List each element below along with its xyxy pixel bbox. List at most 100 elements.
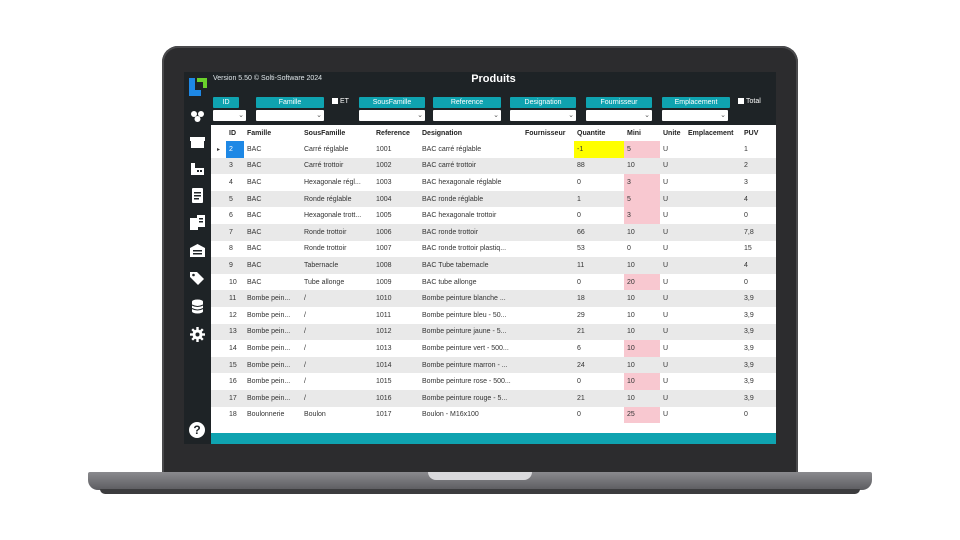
cell-reference[interactable]: 1014: [373, 356, 419, 374]
cell-emplacement[interactable]: [685, 190, 741, 208]
row-selector[interactable]: [211, 207, 226, 224]
cell-emplacement[interactable]: [685, 157, 741, 175]
cell-unite[interactable]: U: [660, 373, 685, 390]
cell-id[interactable]: 5: [226, 190, 244, 208]
filter-sousfamille-button[interactable]: SousFamille: [359, 97, 425, 108]
row-selector[interactable]: [211, 323, 226, 341]
cell-designation[interactable]: BAC tube allonge: [419, 273, 522, 291]
cell-emplacement[interactable]: [685, 174, 741, 191]
cell-fournisseur[interactable]: [522, 323, 574, 341]
filter-fournisseur-select[interactable]: ⌄: [586, 110, 652, 121]
cell-mini[interactable]: 3: [624, 174, 660, 191]
table-row[interactable]: 12 Bombe pein.../1011 Bombe peinture bleu …: [211, 306, 776, 324]
table-row[interactable]: 11 Bombe pein.../1010 Bombe peinture blanc…: [211, 290, 776, 307]
cell-mini[interactable]: 10: [624, 323, 660, 341]
table-row[interactable]: 13 Bombe pein.../1012 Bombe peinture jaune…: [211, 323, 776, 341]
table-row[interactable]: 15 Bombe pein.../1014 Bombe peinture marro…: [211, 356, 776, 374]
documents-icon[interactable]: [189, 214, 206, 231]
column-header-mini[interactable]: Mini: [624, 125, 660, 141]
cell-id[interactable]: 3: [226, 157, 244, 175]
cell-fournisseur[interactable]: [522, 340, 574, 357]
row-selector[interactable]: [211, 373, 226, 390]
cell-unite[interactable]: U: [660, 190, 685, 208]
cell-famille[interactable]: BAC: [244, 190, 301, 208]
cell-puv[interactable]: 0: [741, 406, 776, 424]
cell-fournisseur[interactable]: [522, 157, 574, 175]
cell-unite[interactable]: U: [660, 207, 685, 224]
row-selector[interactable]: [211, 273, 226, 291]
cell-quantite[interactable]: 1: [574, 190, 624, 208]
cell-sousfamille[interactable]: Hexagonale régl...: [301, 174, 373, 191]
cell-sousfamille[interactable]: Boulon: [301, 406, 373, 424]
cell-emplacement[interactable]: [685, 290, 741, 307]
cell-mini[interactable]: 10: [624, 373, 660, 390]
cell-famille[interactable]: Bombe pein...: [244, 389, 301, 407]
cell-reference[interactable]: 1015: [373, 373, 419, 390]
cell-famille[interactable]: BAC: [244, 273, 301, 291]
table-row[interactable]: 5 BAC Ronde réglable 1004 BAC ronde réglable…: [211, 190, 776, 208]
cell-id[interactable]: 11: [226, 290, 244, 307]
column-header-reference[interactable]: Reference: [373, 125, 419, 141]
cell-quantite[interactable]: 0: [574, 373, 624, 390]
cell-fournisseur[interactable]: [522, 207, 574, 224]
filter-fournisseur-button[interactable]: Fournisseur: [586, 97, 652, 108]
cell-reference[interactable]: 1002: [373, 157, 419, 175]
warehouse-icon[interactable]: [189, 242, 206, 259]
cell-quantite[interactable]: 0: [574, 273, 624, 291]
cell-puv[interactable]: 4: [741, 190, 776, 208]
row-selector[interactable]: [211, 174, 226, 191]
row-selector[interactable]: [211, 356, 226, 374]
cell-sousfamille[interactable]: Carré réglable: [301, 141, 373, 158]
cell-unite[interactable]: U: [660, 223, 685, 241]
cell-puv[interactable]: 1: [741, 141, 776, 158]
cell-fournisseur[interactable]: [522, 306, 574, 324]
filter-id-select[interactable]: ⌄: [213, 110, 246, 121]
cell-id[interactable]: 15: [226, 356, 244, 374]
cell-unite[interactable]: U: [660, 273, 685, 291]
gear-icon[interactable]: [189, 326, 206, 343]
cell-mini[interactable]: 10: [624, 389, 660, 407]
cell-emplacement[interactable]: [685, 340, 741, 357]
cell-unite[interactable]: U: [660, 290, 685, 307]
cell-fournisseur[interactable]: [522, 257, 574, 274]
cell-famille[interactable]: BAC: [244, 240, 301, 258]
cell-quantite[interactable]: 0: [574, 207, 624, 224]
filter-total-checkbox[interactable]: Total: [738, 97, 761, 106]
table-row[interactable]: 17 Bombe pein.../1016 Bombe peinture rouge…: [211, 389, 776, 407]
cell-reference[interactable]: 1009: [373, 273, 419, 291]
cell-id[interactable]: 7: [226, 223, 244, 241]
row-selector[interactable]: [211, 223, 226, 241]
cell-emplacement[interactable]: [685, 373, 741, 390]
cell-id[interactable]: 2: [226, 141, 244, 158]
cell-quantite[interactable]: 18: [574, 290, 624, 307]
cell-famille[interactable]: Bombe pein...: [244, 356, 301, 374]
filter-id-button[interactable]: ID: [213, 97, 239, 108]
table-row[interactable]: ▸ 2 BAC Carré réglable 1001 BAC carré réglabl…: [211, 141, 776, 158]
filter-et-checkbox[interactable]: ET: [332, 97, 349, 106]
cell-mini[interactable]: 10: [624, 257, 660, 274]
cell-id[interactable]: 16: [226, 373, 244, 390]
cell-unite[interactable]: U: [660, 257, 685, 274]
cell-fournisseur[interactable]: [522, 273, 574, 291]
cell-puv[interactable]: 3,9: [741, 290, 776, 307]
column-header-designation[interactable]: Designation: [419, 125, 522, 141]
cell-emplacement[interactable]: [685, 240, 741, 258]
cell-sousfamille[interactable]: Ronde trottoir: [301, 223, 373, 241]
row-selector[interactable]: [211, 340, 226, 357]
table-row[interactable]: 16 Bombe pein.../1015 Bombe peinture rose …: [211, 373, 776, 390]
cell-fournisseur[interactable]: [522, 406, 574, 424]
filter-designation-select[interactable]: ⌄: [510, 110, 576, 121]
cell-unite[interactable]: U: [660, 306, 685, 324]
cell-sousfamille[interactable]: /: [301, 356, 373, 374]
cell-fournisseur[interactable]: [522, 356, 574, 374]
cell-quantite[interactable]: 66: [574, 223, 624, 241]
cell-puv[interactable]: 3,9: [741, 306, 776, 324]
cell-designation[interactable]: Bombe peinture jaune - 5...: [419, 323, 522, 341]
cell-puv[interactable]: 7,8: [741, 223, 776, 241]
cell-mini[interactable]: 5: [624, 141, 660, 158]
column-header-famille[interactable]: Famille: [244, 125, 301, 141]
cell-designation[interactable]: Bombe peinture vert - 500...: [419, 340, 522, 357]
cell-designation[interactable]: BAC ronde réglable: [419, 190, 522, 208]
cell-puv[interactable]: 3,9: [741, 323, 776, 341]
cell-reference[interactable]: 1006: [373, 223, 419, 241]
